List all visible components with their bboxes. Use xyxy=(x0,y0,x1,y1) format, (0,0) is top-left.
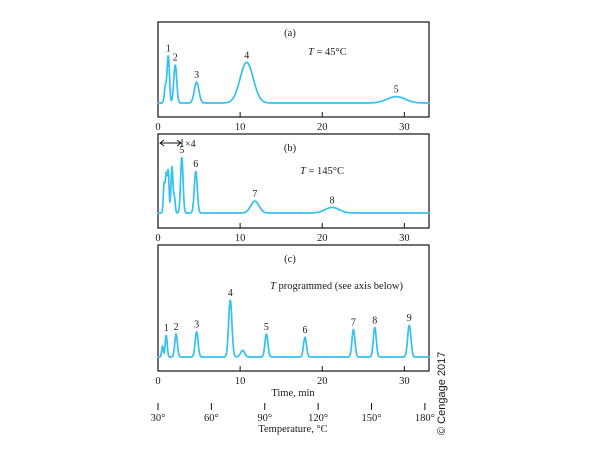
attenuation-arrow-head-left xyxy=(159,139,165,147)
x-tick-label: 0 xyxy=(155,122,160,133)
x-tick-label: 10 xyxy=(235,233,246,244)
panel-c-trace xyxy=(157,299,430,358)
attenuation-marker: ×4 xyxy=(159,139,196,150)
peak-label-9: 9 xyxy=(407,313,412,324)
temperature-tick-label: 180° xyxy=(415,413,435,424)
peak-label-6: 6 xyxy=(303,325,308,336)
attenuation-arrow-head-right xyxy=(176,139,182,147)
copyright-credit: © Cengage 2017 xyxy=(436,352,448,435)
panel-c-frame xyxy=(157,244,430,372)
peak-label-3: 3 xyxy=(194,320,199,331)
temperature-axis-title: Temperature, °C xyxy=(258,424,327,435)
chromatogram-panel-c: (c) T programmed (see axis below) 1 2 3 4 5 6… xyxy=(151,244,435,435)
x-tick-label: 20 xyxy=(317,376,328,387)
temperature-tick-label: 120° xyxy=(308,413,328,424)
panel-c-condition: T programmed (see axis below) xyxy=(270,281,403,292)
panel-b-trace xyxy=(157,156,430,214)
x-tick-label: 30 xyxy=(399,122,410,133)
peak-label-7: 7 xyxy=(252,189,257,200)
peak-label-2: 2 xyxy=(173,53,178,64)
temperature-tick-label: 90° xyxy=(257,413,272,424)
temperature-tick-label: 30° xyxy=(151,413,166,424)
temperature-tick-label: 60° xyxy=(204,413,219,424)
peak-label-1: 1 xyxy=(166,43,171,54)
peak-label-3: 3 xyxy=(194,70,199,81)
peak-label-7: 7 xyxy=(351,318,356,329)
panel-a-condition: T = 45°C xyxy=(308,47,347,58)
x-tick-label: 0 xyxy=(155,233,160,244)
peak-label-2: 2 xyxy=(174,322,179,333)
x-tick-label: 20 xyxy=(317,122,328,133)
panel-b-peak-labels: 56 7 8 xyxy=(179,145,334,206)
peak-label-1: 1 xyxy=(164,323,169,334)
x-tick-label: 30 xyxy=(399,233,410,244)
panel-b-label: (b) xyxy=(284,143,297,154)
peak-label-4: 4 xyxy=(244,50,249,61)
temperature-tick-label: 150° xyxy=(362,413,382,424)
chromatogram-panel-a: (a) T = 45°C 12 3 4 5 0 10 20 30 xyxy=(155,21,430,133)
time-axis-title: Time, min xyxy=(271,388,315,399)
peak-label-5: 5 xyxy=(179,145,184,156)
attenuation-label: ×4 xyxy=(185,139,196,150)
chromatogram-panel-b: (b) T = 145°C ×4 56 7 8 0 10 20 30 xyxy=(155,133,430,244)
panel-a-peak-labels: 12 3 4 5 xyxy=(166,43,399,95)
peak-label-6: 6 xyxy=(193,159,198,170)
peak-label-8: 8 xyxy=(330,195,335,206)
panel-c-peak-labels: 1 2 3 4 5 6 7 8 9 xyxy=(164,288,412,336)
x-tick-label: 10 xyxy=(235,122,246,133)
x-tick-label: 10 xyxy=(235,376,246,387)
peak-label-4: 4 xyxy=(228,288,233,299)
x-tick-label: 30 xyxy=(399,376,410,387)
temperature-axis: 30° 60° 90° 120° 150° 180° xyxy=(151,403,435,424)
panel-a-trace xyxy=(157,55,430,104)
peak-label-5: 5 xyxy=(394,85,399,96)
panel-a-x-axis: 0 10 20 30 xyxy=(155,112,410,133)
x-tick-label: 20 xyxy=(317,233,328,244)
panel-b-x-axis: 0 10 20 30 xyxy=(155,223,410,244)
panel-b-condition: T = 145°C xyxy=(300,166,344,177)
peak-label-8: 8 xyxy=(372,315,377,326)
x-tick-label: 0 xyxy=(155,376,160,387)
panel-c-label: (c) xyxy=(284,254,296,265)
peak-label-5: 5 xyxy=(264,322,269,333)
panel-a-label: (a) xyxy=(284,28,296,39)
panel-c-x-axis: 0 10 20 30 xyxy=(155,366,410,387)
